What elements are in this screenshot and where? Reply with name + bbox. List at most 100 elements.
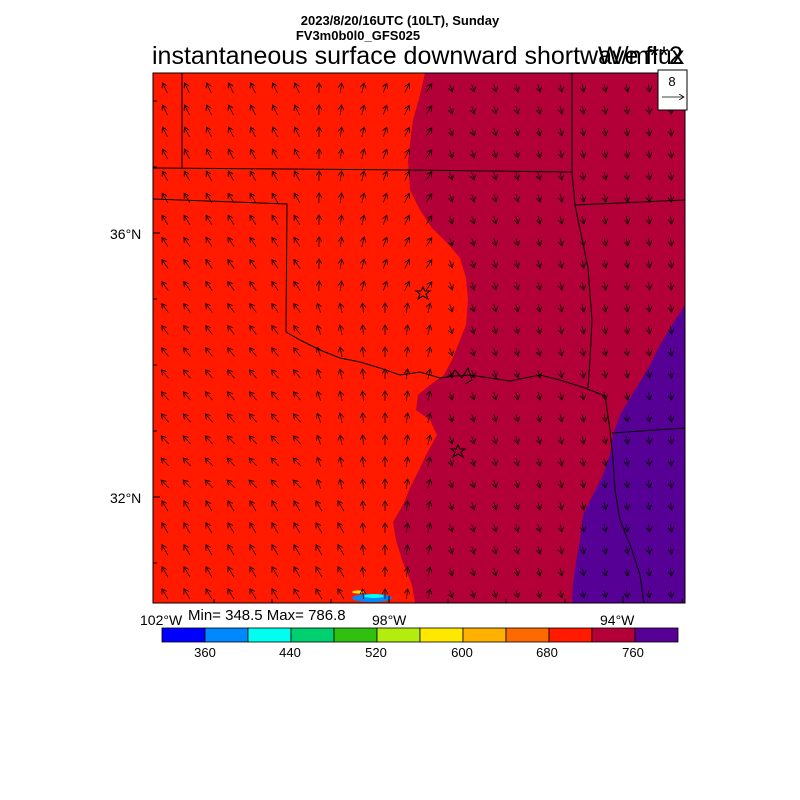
wind-vector [670,413,671,422]
wind-vector [516,392,518,400]
wind-vector [516,106,518,114]
wind-vector [450,326,453,334]
wind-vector [538,84,540,92]
wind-vector [251,83,256,94]
wind-vector [648,150,649,158]
wind-vector [648,106,649,114]
wind-vector [516,480,518,488]
wind-vector [670,303,671,312]
wind-vector [272,149,278,159]
wind-vector [206,326,213,335]
wind-vector [538,502,540,510]
wind-vector [648,590,649,598]
wind-vector [272,348,279,357]
wind-vector [205,458,214,467]
wind-vector [670,479,671,488]
wind-vector [494,524,496,532]
colorbar-box [247,627,292,643]
wind-vector [338,501,345,512]
wind-vector [228,589,235,600]
wind-vector [163,127,168,138]
wind-vector [450,216,453,224]
wind-vector [494,216,496,224]
wind-vector [450,150,453,158]
wind-vector [472,216,475,224]
wind-vector [363,501,364,512]
wind-vector [516,216,518,224]
wind-vector [405,238,410,247]
wind-vector [626,216,628,224]
wind-vector [228,193,235,203]
wind-vector [250,149,256,159]
wind-vector [626,458,628,466]
wind-vector [405,282,410,291]
wind-vector [161,436,170,445]
wind-vector [516,194,518,202]
wind-vector [294,215,301,225]
wind-vector [184,348,191,357]
wind-vector [228,523,235,534]
wind-vector [428,567,430,577]
wind-vector [538,260,540,268]
wind-vector [205,414,213,423]
wind-vector [428,545,430,555]
wind-vector [428,303,430,313]
wind-vector [516,590,518,598]
wind-vector [604,502,606,510]
star-marker-dallas [449,443,467,459]
wind-vector [538,414,540,422]
wind-vector [582,590,584,598]
wind-vector [582,480,584,488]
wind-vector [604,436,606,444]
wind-vector [228,545,235,556]
wind-vector [340,413,342,423]
wind-vector [405,106,410,115]
wind-vector [450,84,453,92]
wind-vector [626,106,628,114]
wind-vector [317,479,320,489]
wind-vector [428,413,430,423]
wind-vector [648,458,649,466]
wind-vector [450,546,453,554]
wind-vector [604,260,606,268]
wind-vector [425,282,432,291]
wind-vector [472,106,475,114]
wind-vector [626,436,628,444]
wind-vector [406,545,407,556]
wind-vector [205,436,214,445]
wind-vector [450,128,453,136]
wind-vector [272,370,279,379]
wind-vector [162,260,169,269]
wind-vector [450,172,453,180]
wind-vector [472,370,475,378]
wind-vector [294,171,301,181]
wind-vector [383,149,387,159]
wind-vector [161,480,170,489]
wind-vector [250,589,257,600]
wind-vector [249,458,258,467]
wind-vector [648,546,649,554]
wind-vector [450,260,453,268]
wind-vector [472,348,475,356]
wind-vector [228,260,235,269]
wind-vector [560,238,562,246]
wind-vector [405,150,410,159]
wind-vector [472,568,475,576]
wind-vector [317,369,320,379]
wind-vector [626,172,628,180]
wind-vector [293,458,302,467]
wind-vector [338,567,345,578]
wind-vector [516,502,518,510]
wind-vector [425,194,432,203]
wind-vector [183,436,192,445]
wind-vector [604,194,606,202]
wind-vector [162,193,169,203]
wind-vector [626,524,628,532]
wind-vector [228,567,235,578]
wind-vector [163,105,168,116]
wind-vector [670,435,671,444]
wind-vector [228,237,235,247]
wind-vector [425,238,432,247]
wind-vector [648,348,649,356]
flux-low-spot-edge2 [352,590,364,594]
